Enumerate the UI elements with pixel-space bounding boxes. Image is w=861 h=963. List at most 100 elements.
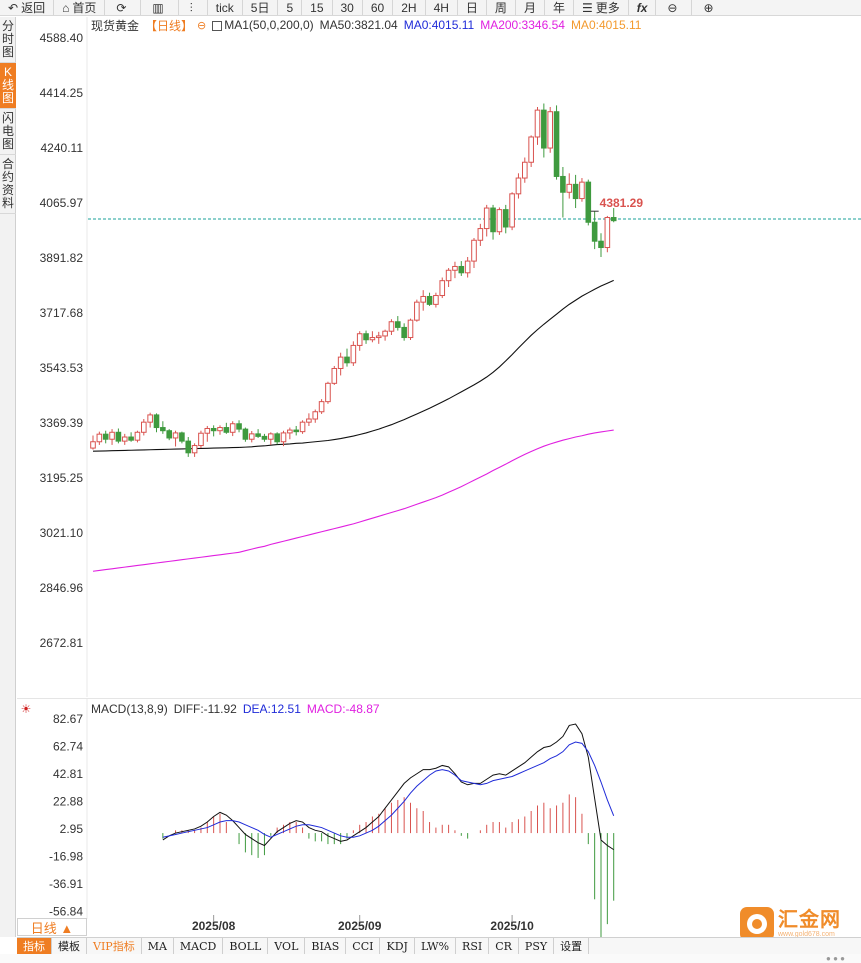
back-button[interactable]: ↶ 返回 xyxy=(0,0,55,15)
candle xyxy=(268,432,274,445)
more-dots-icon: ● ● ● xyxy=(826,954,845,963)
chart-legend: 现货黄金 【日线】 ⊖ MA1(50,0,200,0) MA50:3821.04… xyxy=(91,17,647,33)
vip-indicator-tab[interactable]: VIP指标 xyxy=(87,938,142,954)
gold678-logo: 汇金网 www.gold678.com xyxy=(740,906,850,942)
indicator-rsi[interactable]: RSI xyxy=(456,938,490,954)
candle xyxy=(452,261,458,279)
period-day[interactable]: 日 xyxy=(458,0,487,15)
ma-checkbox[interactable] xyxy=(212,21,223,31)
candle xyxy=(382,329,388,341)
candle xyxy=(210,425,217,437)
period-year[interactable]: 年 xyxy=(545,0,574,15)
candle-body xyxy=(541,109,547,149)
candle-body xyxy=(509,193,515,228)
candle xyxy=(236,420,242,433)
period-label: 【日线】 xyxy=(145,18,194,33)
period-month[interactable]: 月 xyxy=(516,0,545,15)
candle xyxy=(185,437,192,457)
indicator-lw[interactable]: LW% xyxy=(415,938,457,954)
zoom-out-button[interactable]: ⊖ xyxy=(656,0,693,15)
candle-body xyxy=(344,356,350,364)
candle-body xyxy=(363,333,369,341)
kline-chart[interactable]: 4588.40 4414.25 4240.11 4065.97 3891.82 3717.… xyxy=(17,17,861,697)
template-tab[interactable]: 模板 xyxy=(52,938,87,954)
period-selector[interactable]: 日线 ▲ xyxy=(17,918,87,936)
ma-settings[interactable]: MA1(50,0,200,0) xyxy=(224,18,314,32)
indicator-vol[interactable]: VOL xyxy=(268,938,306,954)
indicator-kdj[interactable]: KDJ xyxy=(380,938,415,954)
candle xyxy=(274,432,280,445)
candle-body xyxy=(223,427,230,433)
candle-body xyxy=(331,367,338,384)
candle-body xyxy=(522,161,528,179)
candle xyxy=(350,341,357,366)
period-60min[interactable]: 60 xyxy=(363,0,394,15)
ma200-line xyxy=(238,429,614,553)
period-30min[interactable]: 30 xyxy=(333,0,363,15)
home-button[interactable]: ⌂ 首页 xyxy=(54,0,106,15)
candle-body xyxy=(306,418,312,423)
candle-body xyxy=(426,295,433,305)
indicator-bias[interactable]: BIAS xyxy=(305,938,347,954)
candle-body xyxy=(121,436,128,442)
timeline-button[interactable]: ⫶ xyxy=(179,0,208,15)
indicator-bar: 指标 模板 VIP指标 MA MACD BOLL VOL BIAS CCI KD… xyxy=(17,937,861,954)
candle-body xyxy=(172,432,179,439)
macd-y-tick-label: 42.81 xyxy=(53,767,83,781)
indicator-cci[interactable]: CCI xyxy=(346,938,381,954)
candle-body xyxy=(369,337,376,341)
refresh-button[interactable]: ⟳ xyxy=(105,0,142,15)
candle xyxy=(420,290,426,311)
refresh-icon: ⟳ xyxy=(116,0,127,15)
indicator-ma[interactable]: MA xyxy=(142,938,174,954)
candle xyxy=(204,425,211,442)
candle xyxy=(172,430,179,447)
ma200-line-lead xyxy=(92,551,240,572)
period-tick[interactable]: tick xyxy=(208,0,243,15)
candle-body xyxy=(210,427,217,432)
indicator-macd[interactable]: MACD xyxy=(174,938,224,954)
candle-body xyxy=(591,221,598,242)
period-week[interactable]: 周 xyxy=(487,0,516,15)
candlestick-button[interactable]: ▥ xyxy=(141,0,179,15)
settings-icon[interactable]: ⊖ xyxy=(197,19,207,32)
zoom-in-button[interactable]: ⊕ xyxy=(692,0,727,15)
candle xyxy=(141,419,147,436)
candle xyxy=(102,430,109,444)
candle xyxy=(160,421,166,434)
formula-button[interactable]: fx xyxy=(629,0,657,15)
indicator-boll[interactable]: BOLL xyxy=(223,938,269,954)
tab-flash[interactable]: 闪电图 xyxy=(0,109,16,155)
candle-body xyxy=(496,209,503,233)
candle-body xyxy=(141,421,147,433)
y-tick-label: 4065.97 xyxy=(40,196,84,210)
indicator-tab[interactable]: 指标 xyxy=(17,938,52,954)
candle xyxy=(566,173,573,199)
instrument-name: 现货黄金 xyxy=(91,18,140,33)
macd-svg: 82.67 62.74 42.81 22.88 2.95 -16.98 -36.91 -56.… xyxy=(49,699,615,949)
candle-body xyxy=(502,209,509,228)
candle-body xyxy=(191,445,198,454)
candle-body xyxy=(299,421,306,433)
tab-timeshare[interactable]: 分时图 xyxy=(0,17,16,63)
candle-body xyxy=(433,295,439,305)
indicator-psy[interactable]: PSY xyxy=(519,938,555,954)
candle xyxy=(541,103,547,158)
candle-body xyxy=(566,183,573,193)
y-tick-label: 3369.39 xyxy=(40,416,84,430)
indicator-cr[interactable]: CR xyxy=(489,938,519,954)
candle-body xyxy=(382,330,388,337)
indicator-settings[interactable]: 设置 xyxy=(554,938,590,954)
period-4h[interactable]: 4H xyxy=(426,0,458,15)
macd-chart[interactable]: 82.67 62.74 42.81 22.88 2.95 -16.98 -36.91 -56.… xyxy=(17,698,861,949)
indicator-settings-icon[interactable]: ☀ xyxy=(20,702,32,716)
candle-body xyxy=(236,423,242,430)
period-5day[interactable]: 5日 xyxy=(243,0,279,15)
period-2h[interactable]: 2H xyxy=(393,0,426,15)
tab-contract-info[interactable]: 合约资料 xyxy=(0,155,16,214)
candle xyxy=(407,318,414,341)
more-button[interactable]: ☰ 更多 xyxy=(574,0,629,15)
period-5min[interactable]: 5 xyxy=(278,0,303,15)
period-15min[interactable]: 15 xyxy=(302,0,333,15)
